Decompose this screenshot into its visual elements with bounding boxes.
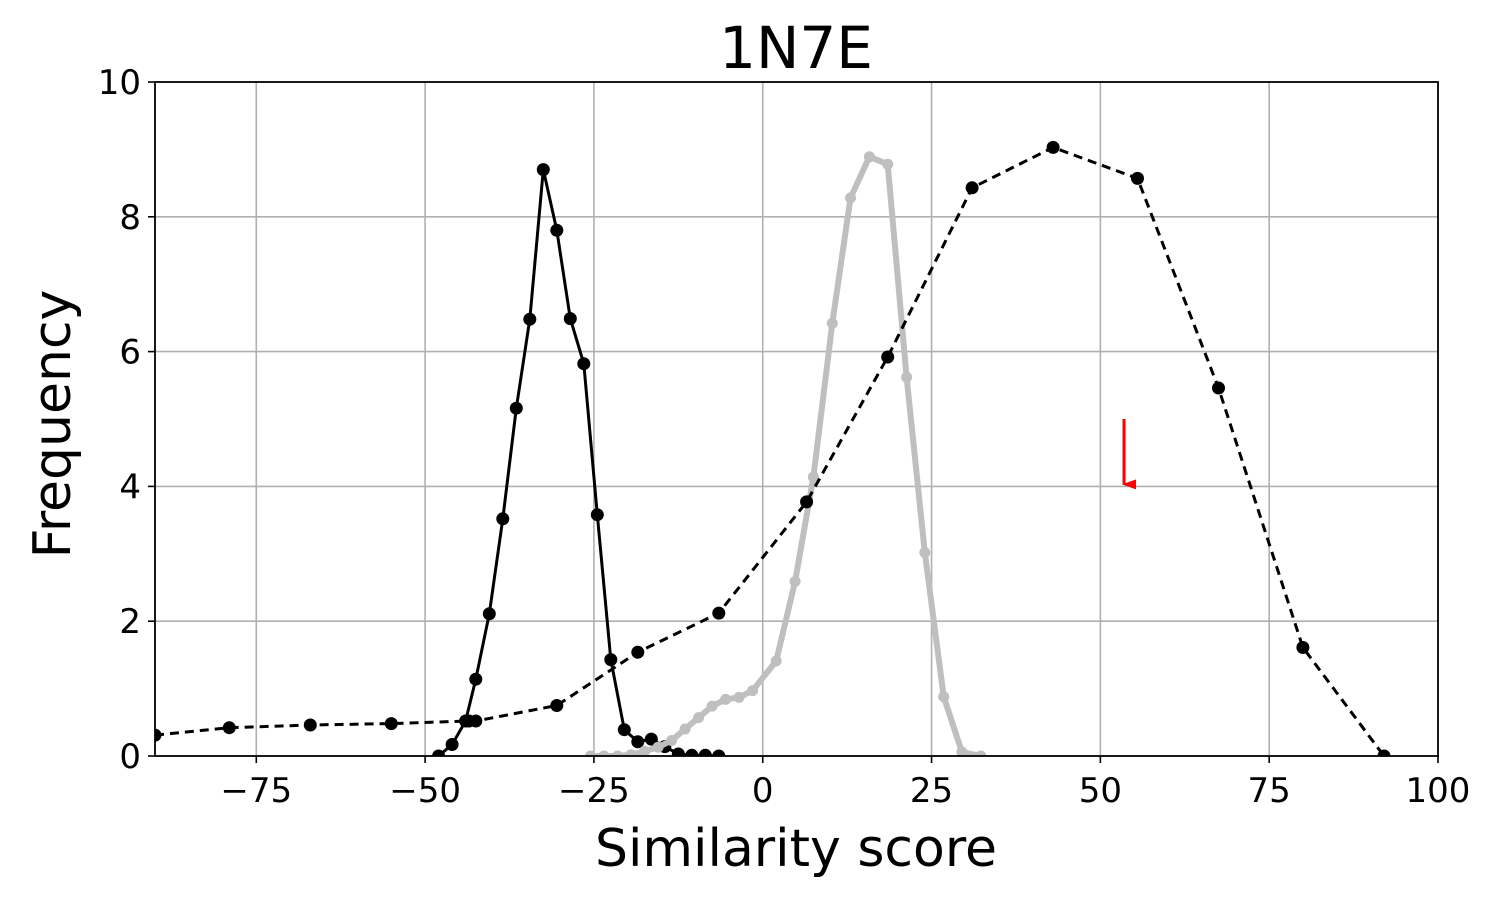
series-3	[155, 140, 1391, 756]
data-point	[625, 749, 637, 756]
data-point	[652, 741, 664, 753]
data-point	[789, 575, 801, 587]
data-point	[604, 653, 618, 667]
data-point	[1296, 641, 1310, 654]
data-point	[919, 547, 931, 558]
data-point	[469, 714, 483, 728]
data-point	[598, 750, 610, 756]
series-1	[432, 163, 726, 756]
data-point	[445, 738, 459, 751]
data-point	[747, 685, 759, 697]
x-tick-label: 75	[1248, 771, 1291, 811]
data-point	[550, 699, 564, 712]
y-tick-label: 10	[98, 63, 141, 103]
data-point	[863, 151, 875, 163]
x-tick-label: 50	[1079, 771, 1122, 811]
data-point	[720, 693, 732, 705]
grid	[155, 82, 1438, 756]
data-point	[901, 371, 913, 383]
data-point	[800, 495, 814, 509]
data-point	[1377, 749, 1391, 756]
data-point	[938, 691, 950, 703]
data-point	[155, 728, 162, 742]
data-point	[1131, 171, 1144, 185]
data-point	[882, 158, 894, 170]
data-point	[384, 717, 398, 731]
y-tick-label: 6	[119, 333, 141, 373]
data-point	[807, 471, 819, 483]
data-point	[956, 746, 968, 756]
y-tick-label: 4	[119, 467, 141, 507]
data-point	[590, 508, 604, 522]
y-tick-label: 0	[119, 737, 141, 777]
data-point	[550, 223, 564, 237]
data-point	[536, 163, 550, 177]
data-point	[881, 350, 895, 364]
data-point	[617, 723, 631, 737]
data-point	[303, 718, 317, 732]
y-tick-label: 2	[119, 602, 141, 642]
data-point	[712, 606, 726, 620]
data-point	[845, 192, 856, 204]
data-point	[639, 745, 651, 756]
data-point	[770, 655, 782, 667]
data-point	[698, 748, 712, 756]
data-point	[496, 512, 510, 526]
data-point	[631, 645, 645, 659]
data-point	[965, 181, 979, 195]
data-point	[975, 750, 987, 756]
data-point	[612, 750, 624, 756]
data-point	[523, 312, 537, 326]
plot-area	[155, 140, 1391, 756]
ticks: −75 −50 −25 0 25 50 75 100 0 2 4 6 8 10	[98, 63, 1471, 811]
x-tick-label: −75	[220, 771, 292, 811]
data-point	[631, 735, 645, 749]
x-tick-label: −25	[558, 771, 630, 811]
y-axis-label: Frequency	[23, 290, 83, 559]
data-point	[826, 317, 838, 329]
data-point	[1046, 140, 1060, 154]
y-tick-label: 8	[119, 198, 141, 238]
data-point	[432, 749, 446, 756]
data-point	[585, 750, 596, 756]
chart-title: 1N7E	[719, 14, 873, 82]
x-tick-label: −50	[389, 771, 461, 811]
data-point	[577, 357, 591, 371]
data-point	[1212, 381, 1225, 395]
data-point	[222, 721, 236, 735]
x-tick-label: 25	[910, 771, 953, 811]
plot-frame	[154, 81, 1439, 757]
data-point	[563, 312, 577, 326]
data-point	[733, 691, 745, 703]
data-point	[509, 401, 523, 415]
data-point	[469, 672, 483, 686]
data-point	[679, 723, 691, 735]
data-point	[706, 700, 718, 712]
data-point	[671, 747, 685, 756]
x-tick-label: 0	[752, 771, 774, 811]
series-2	[585, 151, 987, 756]
x-axis-label: Similarity score	[595, 819, 997, 879]
data-point	[712, 749, 726, 756]
x-tick-label: 100	[1406, 771, 1471, 811]
data-point	[666, 735, 678, 746]
data-point	[685, 748, 699, 756]
data-point	[482, 607, 496, 621]
series-line	[437, 168, 721, 756]
data-point	[693, 712, 705, 724]
data-point	[644, 732, 658, 746]
